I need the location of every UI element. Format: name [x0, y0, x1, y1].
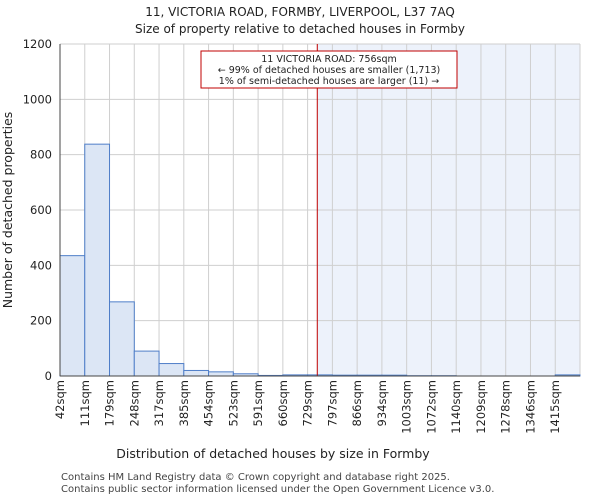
chart-title: 11, VICTORIA ROAD, FORMBY, LIVERPOOL, L3…: [145, 5, 455, 19]
bar: [183, 369, 210, 377]
annotation-line-3: 1% of semi-detached houses are larger (1…: [219, 76, 439, 87]
annotation-line-1: 11 VICTORIA ROAD: 756sqm: [261, 54, 397, 65]
plot-area: 0 200 400 600 800 1000 1200 42sqm 111sqm 179sqm 24…: [23, 37, 581, 434]
y-tick-label: 800: [30, 148, 52, 162]
annotation-box: 11 VICTORIA ROAD: 756sqm ← 99% of detach…: [200, 50, 458, 89]
x-tick-label: 1209sqm: [474, 380, 488, 434]
footer-copyright: Contains HM Land Registry data © Crown c…: [61, 472, 450, 483]
y-tick-label: 400: [30, 258, 52, 272]
y-tick-label: 1000: [23, 92, 52, 106]
bar: [109, 301, 135, 377]
y-tick-label: 1200: [23, 37, 52, 51]
x-tick-label: 797sqm: [325, 380, 339, 426]
x-tick-label: 385sqm: [177, 380, 191, 426]
x-tick-label: 111sqm: [78, 380, 92, 426]
x-tick-label: 729sqm: [301, 380, 315, 426]
y-axis-label: Number of detached properties: [0, 112, 15, 309]
bar: [133, 350, 160, 377]
x-tick-label: 1346sqm: [523, 380, 537, 434]
y-tick-label: 200: [30, 314, 52, 328]
x-tick-label: 523sqm: [226, 380, 240, 426]
bar: [158, 363, 185, 377]
y-tick-label: 0: [45, 369, 52, 383]
x-tick-label: 1278sqm: [499, 380, 513, 434]
bar: [84, 143, 111, 377]
chart-subtitle: Size of property relative to detached ho…: [135, 22, 465, 36]
bar: [208, 371, 234, 377]
annotation-line-2: ← 99% of detached houses are smaller (1,…: [218, 65, 441, 76]
x-tick-label: 454sqm: [202, 380, 216, 426]
x-tick-label: 179sqm: [103, 380, 117, 426]
x-tick-label: 1072sqm: [424, 380, 438, 434]
x-tick-label: 1003sqm: [400, 380, 414, 434]
x-tick-label: 591sqm: [251, 380, 265, 426]
x-tick-label: 934sqm: [375, 380, 389, 426]
x-tick-label: 42sqm: [53, 380, 67, 419]
x-axis-label: Distribution of detached houses by size …: [116, 446, 430, 461]
footer-licence: Contains public sector information licen…: [61, 484, 495, 495]
x-tick-label: 660sqm: [276, 380, 290, 426]
x-tick-label: 317sqm: [152, 380, 166, 426]
y-tick-label: 600: [30, 203, 52, 217]
x-tick-label: 1140sqm: [449, 380, 463, 434]
x-tick-label: 866sqm: [350, 380, 364, 426]
bar: [59, 255, 86, 377]
x-tick-label: 1415sqm: [548, 380, 562, 434]
x-tick-label: 248sqm: [127, 380, 141, 426]
